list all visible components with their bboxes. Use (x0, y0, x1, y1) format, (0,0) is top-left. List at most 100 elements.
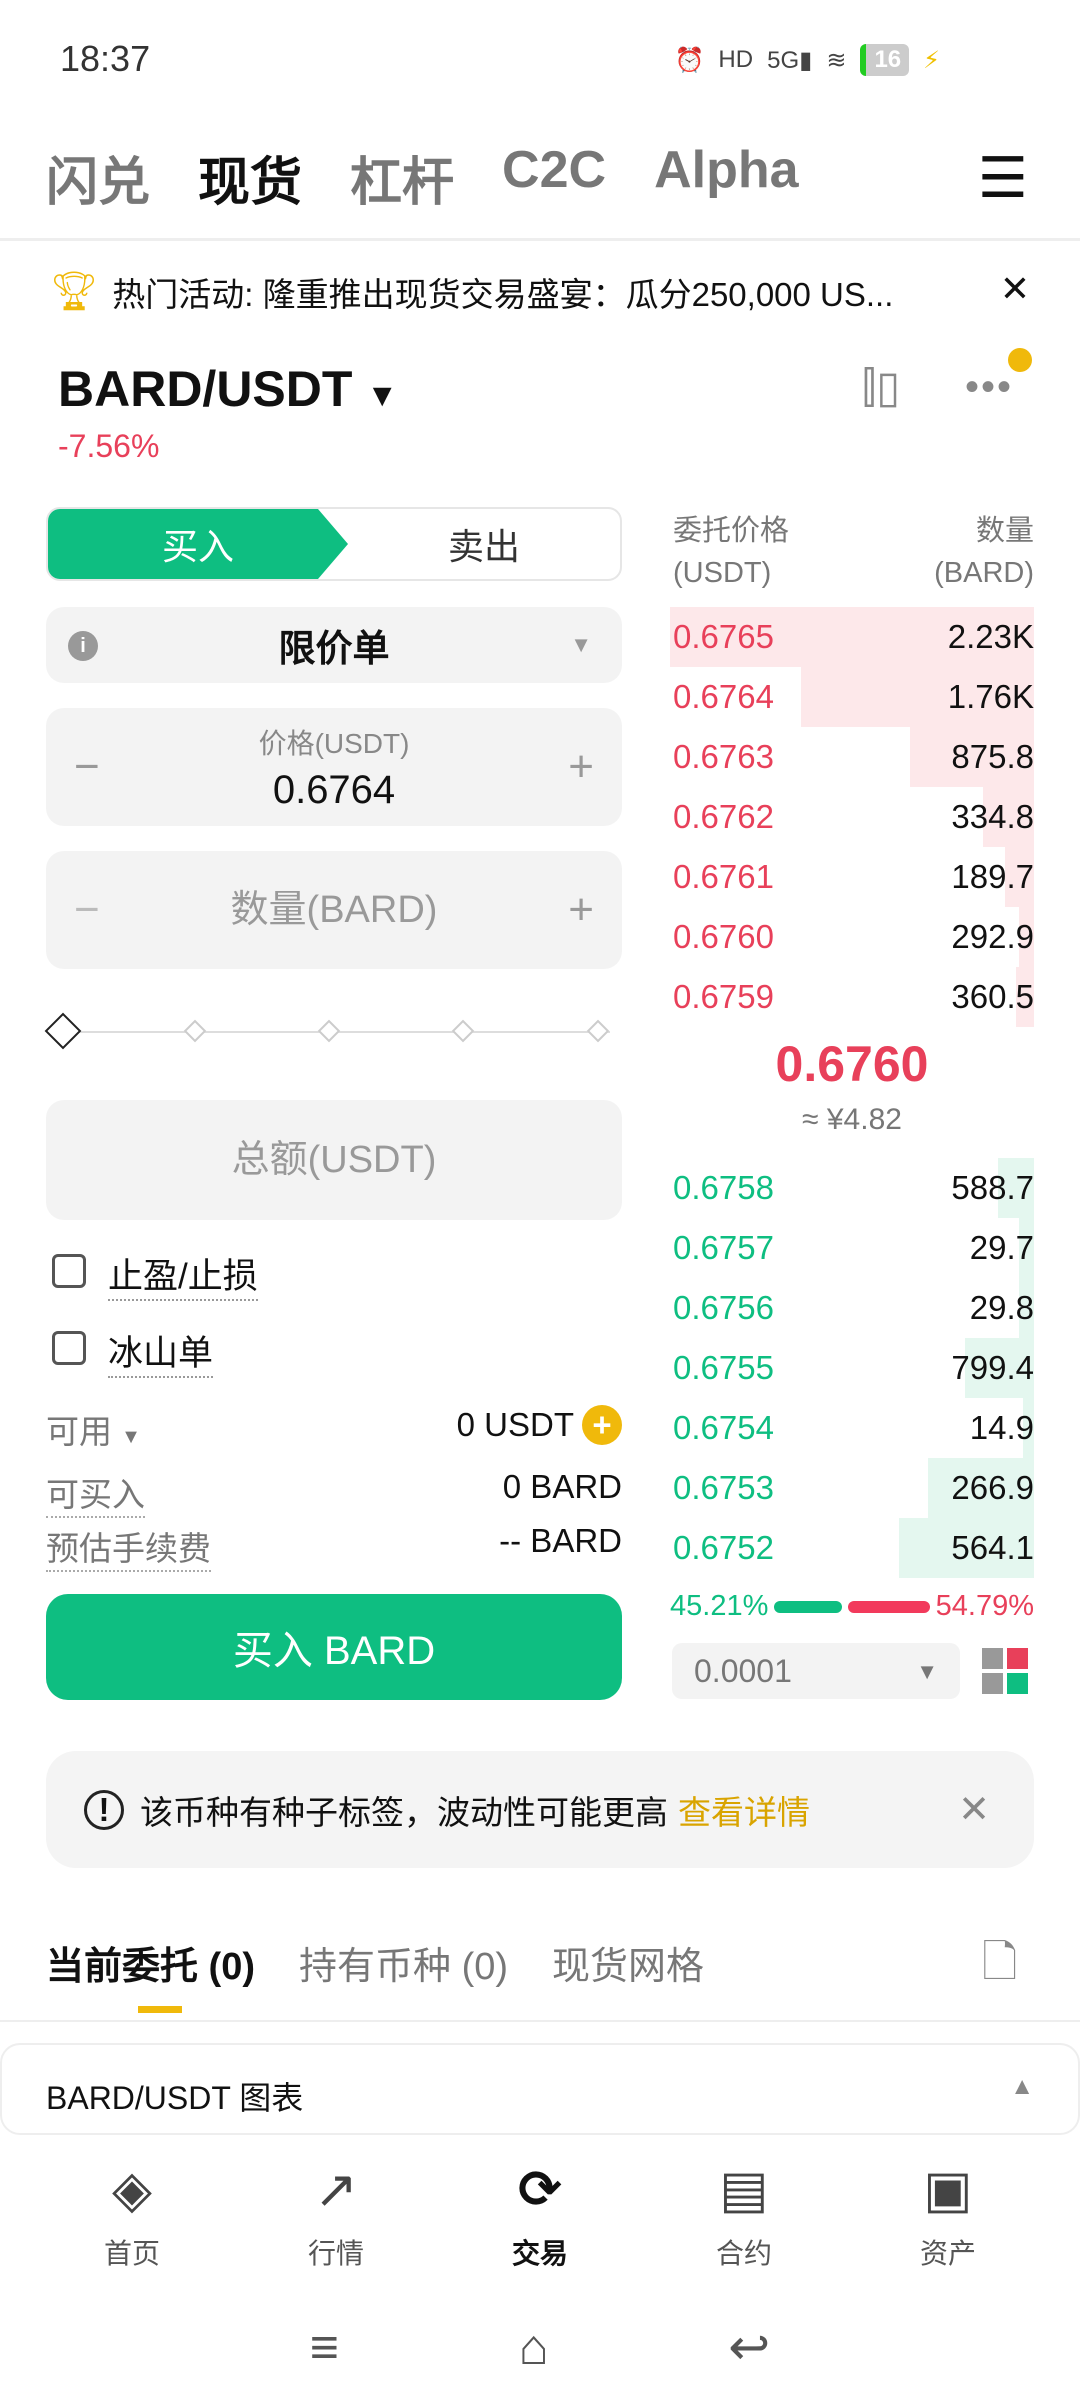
bid-qty: 29.8 (969, 1289, 1034, 1326)
bottom-nav: ◈ 首页 ↗ 行情 ⟳ 交易 ▤ 合约 ▣ 资产 (0, 2160, 1080, 2272)
recents-icon[interactable]: ≡ (309, 2319, 339, 2375)
caret-down-icon: ▼ (366, 377, 399, 413)
sell-ratio: 54.79% (935, 1590, 1034, 1622)
candlestick-icon[interactable]: ⫿▯ (862, 363, 901, 412)
tp-sl-label[interactable]: 止盈/止损 (108, 1248, 258, 1301)
nav-futures[interactable]: ▤ 合约 (674, 2160, 814, 2272)
sell-tab[interactable]: 卖出 (447, 526, 520, 567)
total-input[interactable]: 总额(USDT) (46, 1100, 622, 1220)
close-icon[interactable]: ✕ (958, 1789, 990, 1831)
tab-margin[interactable]: 杠杆 (350, 154, 455, 212)
tab-spot[interactable]: 现货 (198, 154, 303, 212)
slider-step[interactable] (317, 1019, 341, 1043)
depth-bar (670, 607, 1034, 667)
amount-slider[interactable] (44, 1012, 610, 1050)
back-icon[interactable]: ↩ (728, 2319, 771, 2375)
ask-row[interactable]: 0.6763 875.8 (670, 727, 1034, 787)
view-details-link[interactable]: 查看详情 (678, 1793, 810, 1831)
quantity-input[interactable]: − 数量(BARD) + (46, 851, 622, 969)
tab-spot-grid[interactable]: 现货网格 (552, 1946, 705, 1988)
precision-select[interactable]: 0.0001 ▼ (672, 1643, 960, 1699)
status-time: 18:37 (60, 38, 151, 79)
buy-button[interactable]: 买入 BARD (46, 1594, 622, 1700)
slider-step[interactable] (451, 1019, 475, 1043)
pair-symbol: BARD/USDT (58, 361, 353, 417)
minus-icon[interactable]: − (74, 885, 100, 934)
buy-tab[interactable]: 买入 (48, 509, 348, 579)
caret-down-icon: ▼ (121, 1426, 141, 1448)
banner-text: 热门活动: 隆重推出现货交易盛宴：瓜分250,000 US... (112, 276, 894, 313)
minus-icon[interactable]: − (74, 742, 100, 791)
depth-bar (997, 1158, 1034, 1218)
order-history-icon[interactable]: 🗋 (982, 1938, 1018, 1987)
promo-banner[interactable]: 🏆︎ 热门活动: 隆重推出现货交易盛宴：瓜分250,000 US... (50, 268, 893, 316)
chart-toggle[interactable]: BARD/USDT 图表 ▲ (0, 2043, 1080, 2135)
tp-sl-checkbox[interactable] (52, 1254, 86, 1288)
last-price: 0.6760 (775, 1036, 929, 1092)
tab-c2c[interactable]: C2C (502, 141, 607, 199)
charging-icon: ⚡ (923, 46, 940, 74)
ask-qty: 875.8 (951, 738, 1034, 775)
top-tabs: 闪兑 现货 杠杆 C2C Alpha (46, 140, 799, 215)
bid-row[interactable]: 0.6754 14.9 (670, 1398, 1034, 1458)
order-type-select[interactable]: i 限价单 ▼ (46, 607, 622, 683)
ask-row[interactable]: 0.6760 292.9 (670, 907, 1034, 967)
ask-row[interactable]: 0.6759 360.5 (670, 967, 1034, 1027)
slider-handle[interactable] (44, 1012, 82, 1050)
ask-row[interactable]: 0.6764 1.76K (670, 667, 1034, 727)
tab-holdings[interactable]: 持有币种 (0) (299, 1946, 509, 1988)
orderbook-layout-icon[interactable] (982, 1648, 1028, 1694)
plus-icon[interactable]: + (568, 742, 594, 791)
tab-open-orders[interactable]: 当前委托 (0) (46, 1946, 256, 1988)
fee-value: -- BARD (499, 1522, 622, 1559)
bottom-tabs: 当前委托 (0) 持有币种 (0) 现货网格 (46, 1935, 704, 1990)
ask-qty: 334.8 (951, 798, 1034, 835)
can-buy-row: 可买入 0 BARD (46, 1468, 622, 1518)
price-value: 0.6764 (272, 768, 396, 812)
tab-indicator (138, 2006, 182, 2013)
iceberg-label[interactable]: 冰山单 (108, 1325, 214, 1378)
fee-label: 预估手续费 (46, 1522, 211, 1572)
ask-row[interactable]: 0.6762 334.8 (670, 787, 1034, 847)
available-value: 0 USDT (456, 1406, 574, 1443)
iceberg-checkbox[interactable] (52, 1331, 86, 1365)
plus-icon[interactable]: + (568, 885, 594, 934)
deposit-plus-icon[interactable]: + (582, 1405, 622, 1445)
ask-row[interactable]: 0.6761 189.7 (670, 847, 1034, 907)
nav-trade[interactable]: ⟳ 交易 (470, 2160, 610, 2272)
depth-bar (899, 1518, 1034, 1578)
can-buy-value: 0 BARD (502, 1468, 622, 1505)
system-nav: ≡ ⌂ ↩ (0, 2318, 1080, 2376)
ask-row[interactable]: 0.6765 2.23K (670, 607, 1034, 667)
buy-ratio: 45.21% (670, 1590, 769, 1622)
bid-row[interactable]: 0.6758 588.7 (670, 1158, 1034, 1218)
close-icon[interactable]: ✕ (999, 268, 1030, 309)
ask-price: 0.6763 (673, 738, 774, 775)
tab-alpha[interactable]: Alpha (654, 141, 799, 199)
bid-row[interactable]: 0.6755 799.4 (670, 1338, 1034, 1398)
buy-ratio-bar (774, 1600, 842, 1613)
nav-markets[interactable]: ↗ 行情 (266, 2160, 406, 2272)
bid-row[interactable]: 0.6752 564.1 (670, 1518, 1034, 1578)
tab-flash[interactable]: 闪兑 (46, 154, 151, 212)
slider-step[interactable] (183, 1019, 207, 1043)
ask-price: 0.6762 (673, 798, 774, 835)
nav-home[interactable]: ◈ 首页 (62, 2160, 202, 2272)
info-icon[interactable]: i (68, 631, 98, 661)
price-input[interactable]: − 价格(USDT) 0.6764 + (46, 708, 622, 826)
depth-bar (1015, 967, 1034, 1027)
caret-down-icon: ▼ (570, 632, 592, 657)
menu-icon[interactable]: ☰ (977, 146, 1028, 209)
available-label[interactable]: 可用 ▼ (46, 1413, 141, 1450)
bid-row[interactable]: 0.6753 266.9 (670, 1458, 1034, 1518)
bid-row[interactable]: 0.6756 29.8 (670, 1278, 1034, 1338)
pair-selector[interactable]: BARD/USDT ▼ (58, 360, 398, 418)
ask-qty: 360.5 (951, 978, 1034, 1015)
more-icon[interactable]: ••• (965, 365, 1014, 409)
divider (0, 2020, 1080, 2022)
nav-assets[interactable]: ▣ 资产 (878, 2160, 1018, 2272)
slider-step[interactable] (586, 1019, 610, 1043)
depth-bar (928, 1458, 1034, 1518)
home-button-icon[interactable]: ⌂ (518, 2319, 549, 2375)
bid-row[interactable]: 0.6757 29.7 (670, 1218, 1034, 1278)
